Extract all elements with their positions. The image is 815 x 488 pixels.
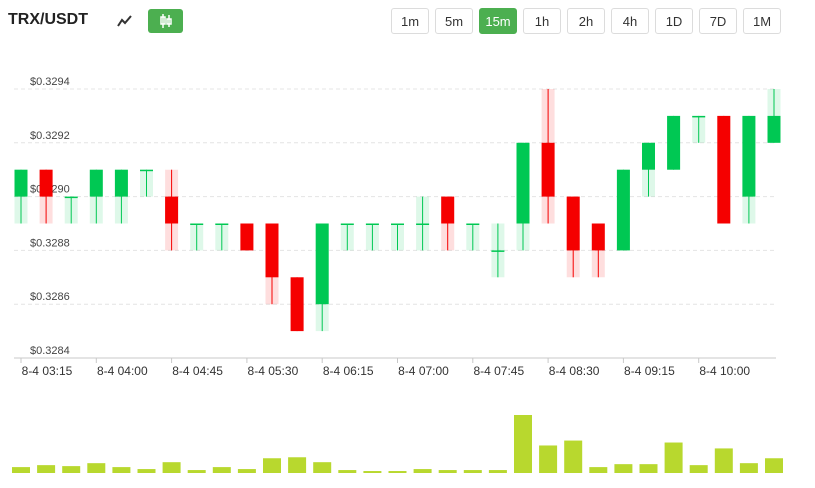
interval-button-active[interactable]: 15m <box>479 8 517 34</box>
x-tick-label: 8-4 09:15 <box>624 364 675 378</box>
volume-bar <box>589 467 608 473</box>
volume-bar <box>488 470 507 473</box>
candle-body <box>591 223 605 251</box>
interval-selector: 1m 5m 15m 1h 2h 4h 1D 7D 1M <box>391 8 781 34</box>
y-tick-label: $0.3288 <box>30 237 70 249</box>
candle-body <box>742 115 756 197</box>
volume-bar <box>363 471 382 473</box>
volume-bar <box>288 457 307 473</box>
candlestick-toggle[interactable] <box>148 9 183 33</box>
volume-bar <box>187 470 206 473</box>
candle-body <box>64 196 78 199</box>
volume-bar <box>564 440 583 473</box>
x-tick-label: 8-4 04:00 <box>97 364 148 378</box>
candle-body <box>89 169 103 197</box>
volume-bar <box>739 463 758 473</box>
volume-bar <box>388 471 407 473</box>
volume-bar <box>539 445 558 473</box>
candle-body <box>14 169 28 197</box>
interval-button[interactable]: 1M <box>743 8 781 34</box>
volume-bar <box>463 470 482 473</box>
x-tick-label: 8-4 03:15 <box>22 364 73 378</box>
volume-bar <box>689 465 708 473</box>
volume-bar <box>438 470 457 473</box>
candlestick-icon <box>159 14 172 28</box>
volume-bar <box>162 462 181 473</box>
candle-body <box>140 169 153 172</box>
volume-bar <box>614 464 633 473</box>
interval-button[interactable]: 2h <box>567 8 605 34</box>
x-tick-label: 8-4 10:00 <box>699 364 750 378</box>
interval-button[interactable]: 4h <box>611 8 649 34</box>
volume-bar <box>62 466 81 473</box>
volume-bar <box>112 467 131 473</box>
candle-body <box>516 142 530 224</box>
candle-body <box>642 142 655 170</box>
volume-bar <box>263 458 281 473</box>
x-tick-label: 8-4 07:00 <box>398 364 449 378</box>
volume-bar <box>413 469 432 473</box>
candle-body <box>290 277 304 332</box>
y-tick-label: $0.3294 <box>30 76 70 88</box>
volume-bar <box>639 464 658 473</box>
volume-bar <box>313 462 332 473</box>
volume-bar <box>338 470 357 473</box>
volume-bar <box>212 467 231 473</box>
candle-body <box>114 169 128 197</box>
volume-bar <box>37 465 56 473</box>
line-chart-toggle[interactable] <box>112 9 138 33</box>
y-tick-label: $0.3286 <box>30 291 70 303</box>
line-chart-icon <box>117 15 132 27</box>
candle-body <box>340 223 354 225</box>
candle-body <box>39 169 53 197</box>
x-tick-label: 8-4 08:30 <box>549 364 600 378</box>
interval-button[interactable]: 1m <box>391 8 429 34</box>
candle-body <box>315 223 329 305</box>
candle-body <box>616 169 630 251</box>
x-tick-label: 8-4 04:45 <box>172 364 223 378</box>
volume-bar <box>765 458 783 473</box>
candle-body <box>365 223 379 225</box>
interval-button[interactable]: 1h <box>523 8 561 34</box>
interval-button[interactable]: 7D <box>699 8 737 34</box>
volume-bar <box>237 469 256 473</box>
volume-bar <box>137 469 156 473</box>
candle-body <box>491 250 505 252</box>
candle-body <box>566 196 580 251</box>
candle-body <box>692 115 706 118</box>
x-tick-label: 8-4 07:45 <box>473 364 524 378</box>
candle-body <box>466 223 480 225</box>
candle-body <box>391 223 404 225</box>
x-tick-label: 8-4 05:30 <box>248 364 299 378</box>
y-tick-label: $0.3284 <box>30 345 70 357</box>
interval-button[interactable]: 1D <box>655 8 693 34</box>
candle-body <box>441 196 455 224</box>
volume-bar <box>664 442 683 473</box>
volume-bar <box>12 467 30 473</box>
candle-body <box>541 142 555 197</box>
candle-body <box>416 223 430 225</box>
candle-body <box>165 196 179 224</box>
candle-body <box>215 223 229 225</box>
chart-toolbar: TRX/USDT 1m 5m 15m 1h 2h 4h 1D 7D 1M <box>0 0 815 44</box>
interval-button[interactable]: 5m <box>435 8 473 34</box>
candle-body <box>717 115 731 224</box>
candle-body <box>240 223 254 251</box>
candle-body <box>667 115 681 170</box>
volume-bar <box>714 448 733 473</box>
y-tick-label: $0.3292 <box>30 130 70 142</box>
candle-body <box>190 223 204 225</box>
trading-pair-title: TRX/USDT <box>8 11 88 28</box>
candle-body <box>265 223 279 278</box>
candle-body <box>767 115 781 143</box>
x-tick-label: 8-4 06:15 <box>323 364 374 378</box>
volume-bar <box>87 463 106 473</box>
volume-bar <box>514 415 532 473</box>
